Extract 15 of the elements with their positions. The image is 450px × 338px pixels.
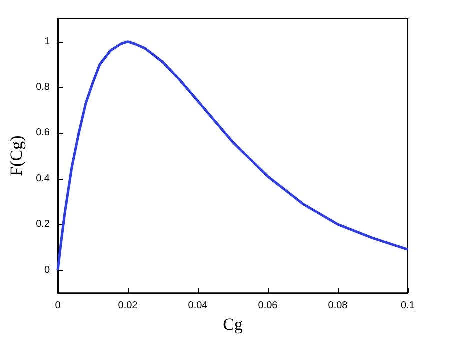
y-axis-title: F(Cg): [7, 136, 26, 176]
x-tick-label: 0.06: [258, 300, 278, 312]
x-axis-title: Cg: [223, 315, 244, 334]
x-tick-label: 0.08: [328, 300, 348, 312]
y-tick-label: 0.8: [36, 82, 50, 94]
x-tick-label: 0: [55, 300, 62, 312]
line-series: [56, 40, 410, 272]
y-tick-label: 0.2: [36, 219, 50, 230]
x-tick-label: 0.02: [118, 300, 138, 312]
y-tick-label: 0: [44, 264, 50, 276]
x-tick-label: 0.1: [401, 300, 416, 312]
y-tick-label: 0.6: [36, 128, 50, 139]
x-tick-label: 0.04: [188, 300, 208, 312]
y-tick-label: 0.4: [36, 173, 50, 184]
y-tick-label: 1: [44, 36, 50, 48]
